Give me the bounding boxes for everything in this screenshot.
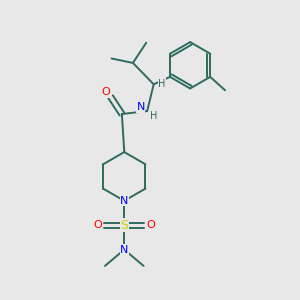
Text: O: O — [101, 87, 110, 97]
Text: O: O — [94, 220, 103, 230]
Text: N: N — [136, 103, 145, 112]
Text: N: N — [120, 244, 128, 255]
Text: N: N — [120, 196, 128, 206]
Text: H: H — [150, 111, 158, 122]
Text: O: O — [146, 220, 155, 230]
Text: S: S — [120, 219, 128, 232]
Text: H: H — [158, 79, 166, 89]
